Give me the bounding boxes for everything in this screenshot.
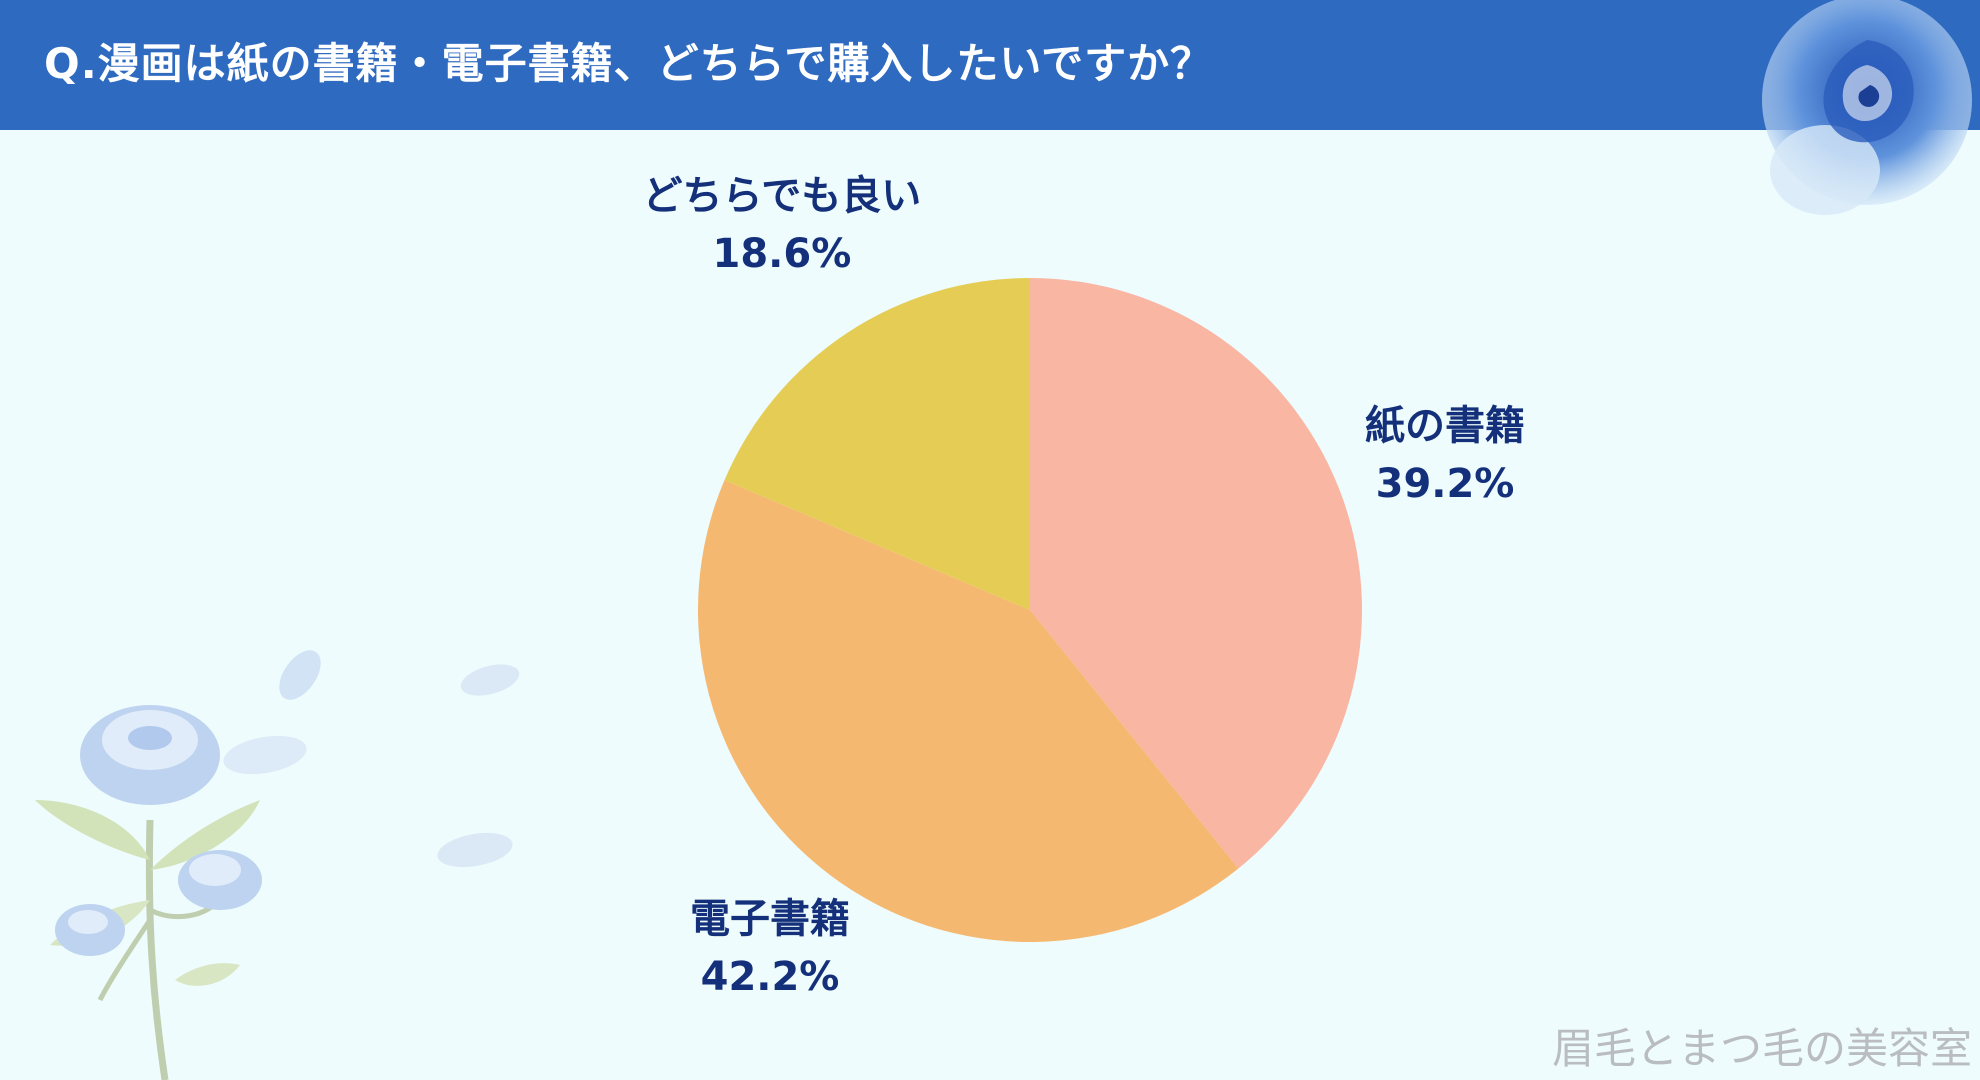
rose-stem-icon: [35, 650, 520, 1080]
slice-label-name: どちらでも良い: [642, 173, 922, 219]
slice-label: どちらでも良い 18.6%: [643, 167, 922, 283]
petal-icon: [279, 650, 321, 700]
slice-label: 紙の書籍 39.2%: [1365, 397, 1525, 513]
slice-label-name: 紙の書籍: [1365, 403, 1525, 449]
petal-icon: [460, 664, 520, 696]
slice-label-value: 42.2%: [700, 954, 840, 1000]
petal-icon: [437, 832, 513, 868]
watermark: 眉毛とまつ毛の美容室: [1551, 1024, 1972, 1073]
pie-slice: [724, 278, 1030, 610]
header-bar: Q.漫画は紙の書籍・電子書籍、どちらで購入したいですか？: [0, 0, 1980, 130]
slice-label-value: 18.6%: [712, 231, 852, 277]
page-title: Q.漫画は紙の書籍・電子書籍、どちらで購入したいですか？: [44, 39, 1214, 88]
slice-label-value: 39.2%: [1375, 461, 1515, 507]
slice-label-name: 電子書籍: [690, 896, 850, 942]
blue-rose-icon: [1762, 0, 1972, 215]
petal-icon: [223, 735, 307, 775]
pie-slice: [1030, 278, 1362, 869]
slice-label: 電子書籍 42.2%: [690, 890, 850, 1006]
pie-slice: [697, 480, 1239, 942]
